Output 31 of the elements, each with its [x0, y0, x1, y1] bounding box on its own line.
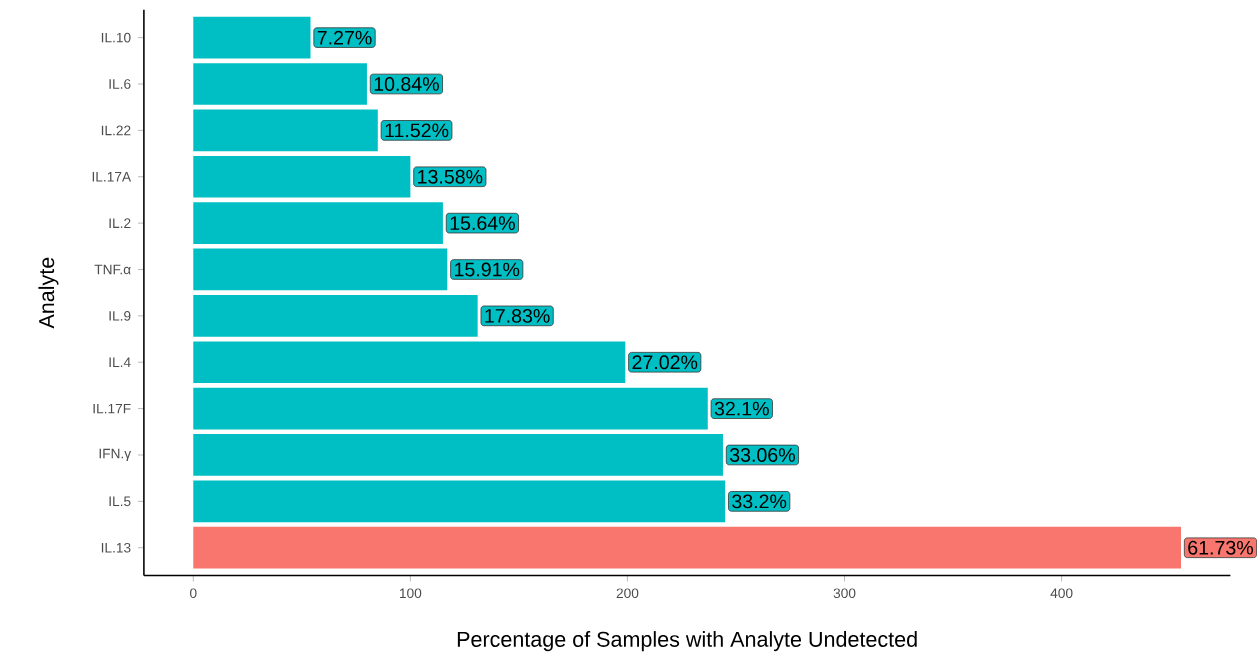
- y-tick-label: IL.4: [109, 357, 131, 368]
- x-axis-title: Percentage of Samples with Analyte Undetected: [457, 631, 917, 652]
- annotation: 32.1%: [714, 401, 769, 416]
- y-tick-label: TNF.α: [94, 264, 131, 275]
- x-tick-label: 0: [189, 588, 197, 599]
- y-tick-label: IL.17F: [93, 404, 131, 414]
- x-tick-label: 100: [399, 588, 422, 599]
- annotation: 33.06%: [729, 448, 795, 463]
- annotation: 61.73%: [1188, 540, 1253, 555]
- y-tick-label: IL.22: [101, 125, 131, 136]
- x-tick-label: 300: [833, 588, 856, 599]
- annotation: 10.84%: [374, 77, 439, 92]
- y-tick-label: IL.6: [109, 79, 131, 89]
- y-tick-label: IL.10: [101, 32, 131, 43]
- annotation: 15.64%: [450, 216, 515, 231]
- y-tick-label: IL.17A: [92, 172, 132, 182]
- annotation: 13.58%: [418, 169, 483, 184]
- x-tick-label: 200: [616, 588, 639, 599]
- annotation: 33.2%: [732, 494, 787, 509]
- y-tick-label: IL.2: [109, 218, 131, 229]
- x-tick-label: 400: [1050, 588, 1073, 599]
- y-tick-label: IFN.γ: [99, 449, 132, 462]
- annotation: 17.83%: [485, 309, 550, 323]
- annotation: 15.91%: [455, 262, 520, 277]
- annotation: 11.52%: [385, 123, 449, 138]
- y-axis-title: Analyte: [38, 257, 59, 329]
- annotation: 7.27%: [317, 30, 372, 45]
- y-tick-label: IL.9: [109, 311, 131, 321]
- y-tick-label: IL.13: [101, 543, 131, 553]
- annotation: 27.02%: [632, 355, 698, 370]
- y-tick-label: IL.5: [109, 496, 131, 507]
